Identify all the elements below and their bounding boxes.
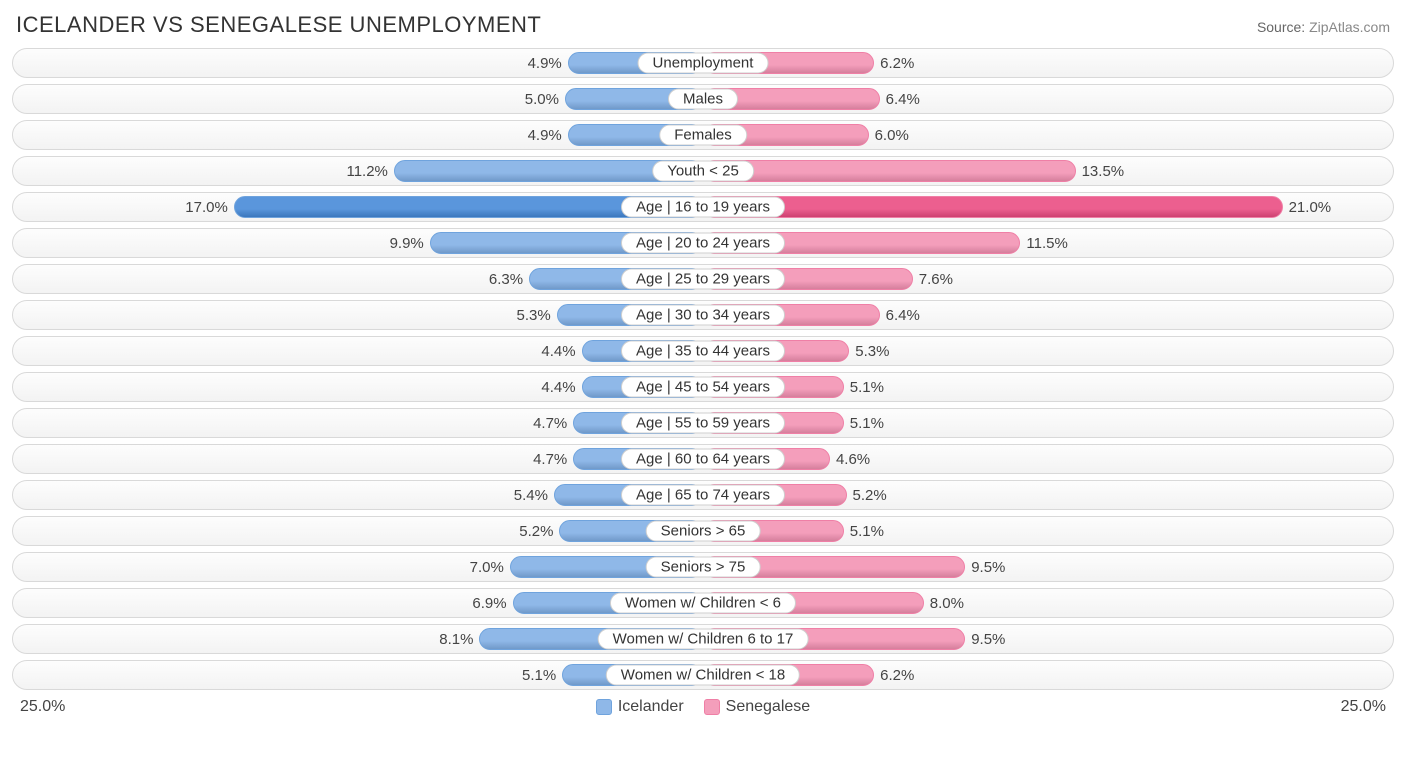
row-label: Age | 25 to 29 years <box>621 269 785 290</box>
row-label: Age | 65 to 74 years <box>621 485 785 506</box>
bar-right <box>703 160 1076 182</box>
bar-right <box>703 196 1283 218</box>
value-left: 4.4% <box>541 337 581 365</box>
source-link[interactable]: ZipAtlas.com <box>1309 19 1390 35</box>
row-label: Age | 45 to 54 years <box>621 377 785 398</box>
row-label: Women w/ Children 6 to 17 <box>598 629 809 650</box>
source-label: Source: <box>1257 19 1309 35</box>
value-left: 17.0% <box>185 193 234 221</box>
bar-row: 4.9% 6.2% Unemployment <box>12 48 1394 78</box>
bar-row: 5.0% 6.4% Males <box>12 84 1394 114</box>
value-right: 6.0% <box>869 121 909 149</box>
value-right: 5.2% <box>847 481 887 509</box>
value-right: 9.5% <box>965 553 1005 581</box>
bar-row: 5.2% 5.1% Seniors > 65 <box>12 516 1394 546</box>
value-left: 5.3% <box>517 301 557 329</box>
value-right: 21.0% <box>1283 193 1332 221</box>
row-label: Seniors > 75 <box>646 557 761 578</box>
diverging-bar-chart: 4.9% 6.2% Unemployment 5.0% 6.4% Males 4.9% 6.0… <box>8 48 1398 690</box>
axis-max-left: 25.0% <box>20 698 65 716</box>
bar-row: 7.0% 9.5% Seniors > 75 <box>12 552 1394 582</box>
value-right: 7.6% <box>913 265 953 293</box>
legend-swatch-icon <box>704 699 720 715</box>
axis-max-right: 25.0% <box>1341 698 1386 716</box>
bar-row: 11.2% 13.5% Youth < 25 <box>12 156 1394 186</box>
value-right: 6.2% <box>874 49 914 77</box>
bar-row: 4.4% 5.1% Age | 45 to 54 years <box>12 372 1394 402</box>
value-left: 7.0% <box>470 553 510 581</box>
bar-row: 6.9% 8.0% Women w/ Children < 6 <box>12 588 1394 618</box>
bar-row: 5.1% 6.2% Women w/ Children < 18 <box>12 660 1394 690</box>
value-right: 5.1% <box>844 373 884 401</box>
chart-source: Source: ZipAtlas.com <box>1257 19 1390 35</box>
value-left: 4.4% <box>541 373 581 401</box>
chart-header: ICELANDER VS SENEGALESE UNEMPLOYMENT Sou… <box>8 12 1398 48</box>
value-left: 6.3% <box>489 265 529 293</box>
bar-row: 4.4% 5.3% Age | 35 to 44 years <box>12 336 1394 366</box>
value-left: 4.7% <box>533 409 573 437</box>
row-label: Seniors > 65 <box>646 521 761 542</box>
row-label: Age | 60 to 64 years <box>621 449 785 470</box>
value-right: 9.5% <box>965 625 1005 653</box>
value-right: 4.6% <box>830 445 870 473</box>
value-left: 5.4% <box>514 481 554 509</box>
value-left: 8.1% <box>439 625 479 653</box>
value-right: 6.4% <box>880 301 920 329</box>
legend-label-right: Senegalese <box>726 698 811 716</box>
bar-row: 8.1% 9.5% Women w/ Children 6 to 17 <box>12 624 1394 654</box>
value-right: 5.1% <box>844 409 884 437</box>
row-label: Males <box>668 89 738 110</box>
row-label: Females <box>659 125 747 146</box>
legend: Icelander Senegalese <box>596 698 810 716</box>
bar-row: 4.7% 5.1% Age | 55 to 59 years <box>12 408 1394 438</box>
bar-row: 6.3% 7.6% Age | 25 to 29 years <box>12 264 1394 294</box>
row-label: Age | 35 to 44 years <box>621 341 785 362</box>
value-right: 8.0% <box>924 589 964 617</box>
row-label: Age | 55 to 59 years <box>621 413 785 434</box>
bar-row: 17.0% 21.0% Age | 16 to 19 years <box>12 192 1394 222</box>
value-left: 11.2% <box>346 157 393 185</box>
bar-row: 4.7% 4.6% Age | 60 to 64 years <box>12 444 1394 474</box>
legend-item-right: Senegalese <box>704 698 811 716</box>
value-left: 5.1% <box>522 661 562 689</box>
row-label: Age | 30 to 34 years <box>621 305 785 326</box>
legend-label-left: Icelander <box>618 698 684 716</box>
value-right: 6.2% <box>874 661 914 689</box>
value-left: 5.2% <box>519 517 559 545</box>
value-left: 5.0% <box>525 85 565 113</box>
value-left: 4.9% <box>528 49 568 77</box>
value-left: 4.7% <box>533 445 573 473</box>
value-left: 9.9% <box>390 229 430 257</box>
row-label: Unemployment <box>638 53 769 74</box>
value-right: 5.1% <box>844 517 884 545</box>
value-right: 6.4% <box>880 85 920 113</box>
row-label: Women w/ Children < 6 <box>610 593 796 614</box>
row-label: Age | 16 to 19 years <box>621 197 785 218</box>
value-left: 4.9% <box>528 121 568 149</box>
bar-row: 5.4% 5.2% Age | 65 to 74 years <box>12 480 1394 510</box>
legend-swatch-icon <box>596 699 612 715</box>
chart-footer: 25.0% Icelander Senegalese 25.0% <box>8 696 1398 716</box>
bar-row: 4.9% 6.0% Females <box>12 120 1394 150</box>
row-label: Youth < 25 <box>652 161 754 182</box>
bar-row: 5.3% 6.4% Age | 30 to 34 years <box>12 300 1394 330</box>
value-left: 6.9% <box>472 589 512 617</box>
value-right: 5.3% <box>849 337 889 365</box>
bar-row: 9.9% 11.5% Age | 20 to 24 years <box>12 228 1394 258</box>
chart-title: ICELANDER VS SENEGALESE UNEMPLOYMENT <box>16 12 541 38</box>
value-right: 13.5% <box>1076 157 1125 185</box>
row-label: Women w/ Children < 18 <box>606 665 800 686</box>
legend-item-left: Icelander <box>596 698 684 716</box>
row-label: Age | 20 to 24 years <box>621 233 785 254</box>
value-right: 11.5% <box>1020 229 1067 257</box>
